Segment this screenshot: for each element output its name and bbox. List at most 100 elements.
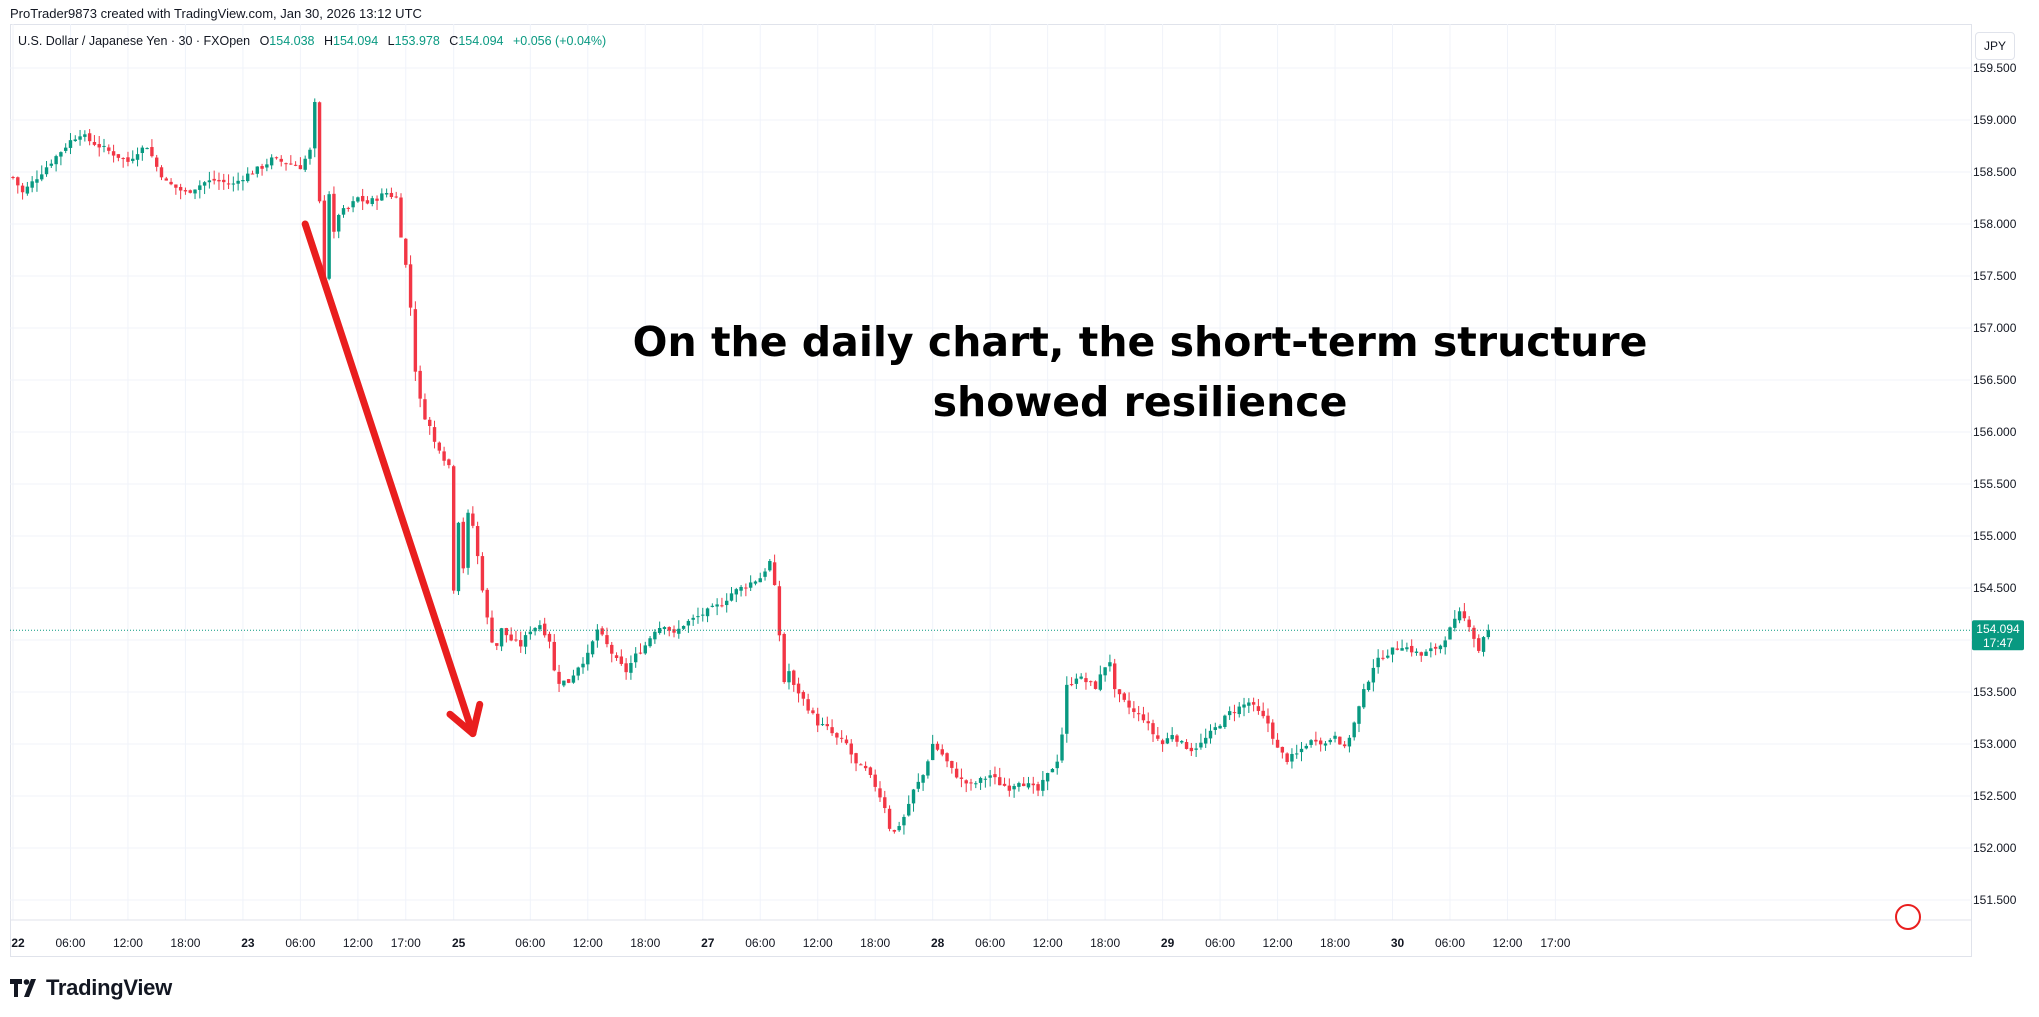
price-axis-label: 156.500 [1973, 373, 2017, 387]
time-axis-label: 06:00 [1205, 936, 1235, 950]
candle-body [744, 587, 748, 589]
candle-body [78, 136, 82, 140]
candle-body [672, 629, 676, 633]
tradingview-logo-icon [10, 979, 36, 997]
candle-body [998, 777, 1002, 786]
price-axis-label: 159.000 [1973, 113, 2017, 127]
candle-body [289, 163, 293, 165]
symbol-name[interactable]: U.S. Dollar / Japanese Yen · 30 · FXOpen [18, 34, 251, 48]
candle-body [1189, 747, 1194, 752]
candle-body [940, 749, 944, 755]
candle-body [1314, 739, 1318, 742]
candle-body [691, 617, 695, 620]
last-price-tag-price: 154.094 [1976, 622, 2020, 636]
candle-body [394, 196, 398, 198]
candle-body [950, 760, 954, 768]
candle-body [1338, 736, 1342, 745]
candle-body [442, 451, 446, 461]
candle-body [303, 158, 307, 170]
candle-body [926, 761, 930, 776]
candle-body [413, 309, 418, 372]
candle-body [1007, 785, 1012, 791]
candle-body [504, 628, 509, 636]
candle-body [428, 419, 432, 426]
flag-icon[interactable] [1895, 904, 1921, 930]
candle-body [389, 192, 394, 198]
candle-body [753, 581, 758, 584]
candle-body [1117, 689, 1122, 695]
candle-body [30, 181, 34, 188]
candle-body [1280, 746, 1285, 753]
high-label: H [323, 34, 333, 48]
chart-pane[interactable] [10, 24, 1972, 957]
candle-body [892, 829, 897, 832]
candle-body [155, 157, 159, 167]
candle-body [111, 151, 116, 156]
candle-body [883, 797, 887, 809]
candle-body [653, 631, 657, 640]
candle-body [859, 764, 863, 766]
currency-button[interactable]: JPY [1975, 32, 2015, 60]
candle-body [1122, 693, 1126, 700]
candle-body [11, 177, 15, 179]
candle-body [1208, 730, 1213, 739]
candle-body [629, 663, 633, 673]
candle-body [1065, 684, 1069, 734]
candle-body [758, 578, 762, 583]
candle-body [1199, 742, 1203, 748]
time-axis-label: 06:00 [55, 936, 85, 950]
candle-body [1194, 748, 1198, 750]
candle-body [734, 589, 738, 595]
candle-body [1453, 618, 1457, 628]
candle-body [1227, 711, 1232, 716]
candle-body [1371, 667, 1376, 683]
candle-body [437, 442, 442, 451]
candle-body [710, 605, 715, 607]
candle-body [471, 513, 475, 526]
price-axis-label: 152.000 [1973, 841, 2017, 855]
time-axis-label: 28 [931, 936, 945, 950]
candle-body [768, 561, 772, 571]
candle-body [174, 184, 178, 188]
candle-body [605, 635, 609, 645]
candle-body [777, 586, 782, 636]
annotation-line-1: On the daily chart, the short-term struc… [632, 318, 1648, 366]
candle-body [978, 778, 983, 783]
time-axis-label: 06:00 [1435, 936, 1465, 950]
price-axis-label: 158.500 [1973, 165, 2017, 179]
candle-body [451, 466, 456, 591]
candle-body [624, 663, 628, 673]
candle-body [1218, 725, 1222, 729]
candle-body [1438, 645, 1443, 650]
candle-body [495, 643, 499, 646]
candle-body [68, 140, 73, 148]
candle-body [634, 653, 638, 663]
candle-body [83, 134, 87, 137]
change-value: +0.056 (+0.04%) [513, 34, 607, 48]
candle-body [490, 617, 494, 643]
candle-body [63, 147, 68, 151]
candle-body [830, 727, 834, 734]
open-value: 154.038 [269, 34, 315, 48]
candle-body [284, 163, 288, 165]
candle-body [849, 743, 853, 755]
candle-body [686, 620, 691, 626]
candle-body [380, 193, 384, 201]
candle-body [298, 165, 303, 170]
candle-body [1184, 742, 1189, 749]
candle-body [140, 147, 145, 154]
candle-body [341, 208, 346, 215]
candle-body [384, 193, 389, 195]
candle-body [725, 600, 729, 606]
candle-body [878, 788, 882, 798]
candle-body [614, 655, 619, 658]
candle-body [73, 139, 77, 142]
candle-body [356, 197, 360, 202]
candle-body [217, 179, 221, 182]
last-price-tag [1972, 620, 2024, 651]
candle-body [854, 753, 858, 764]
candle-body [1366, 681, 1371, 691]
trend-arrow [301, 220, 484, 738]
